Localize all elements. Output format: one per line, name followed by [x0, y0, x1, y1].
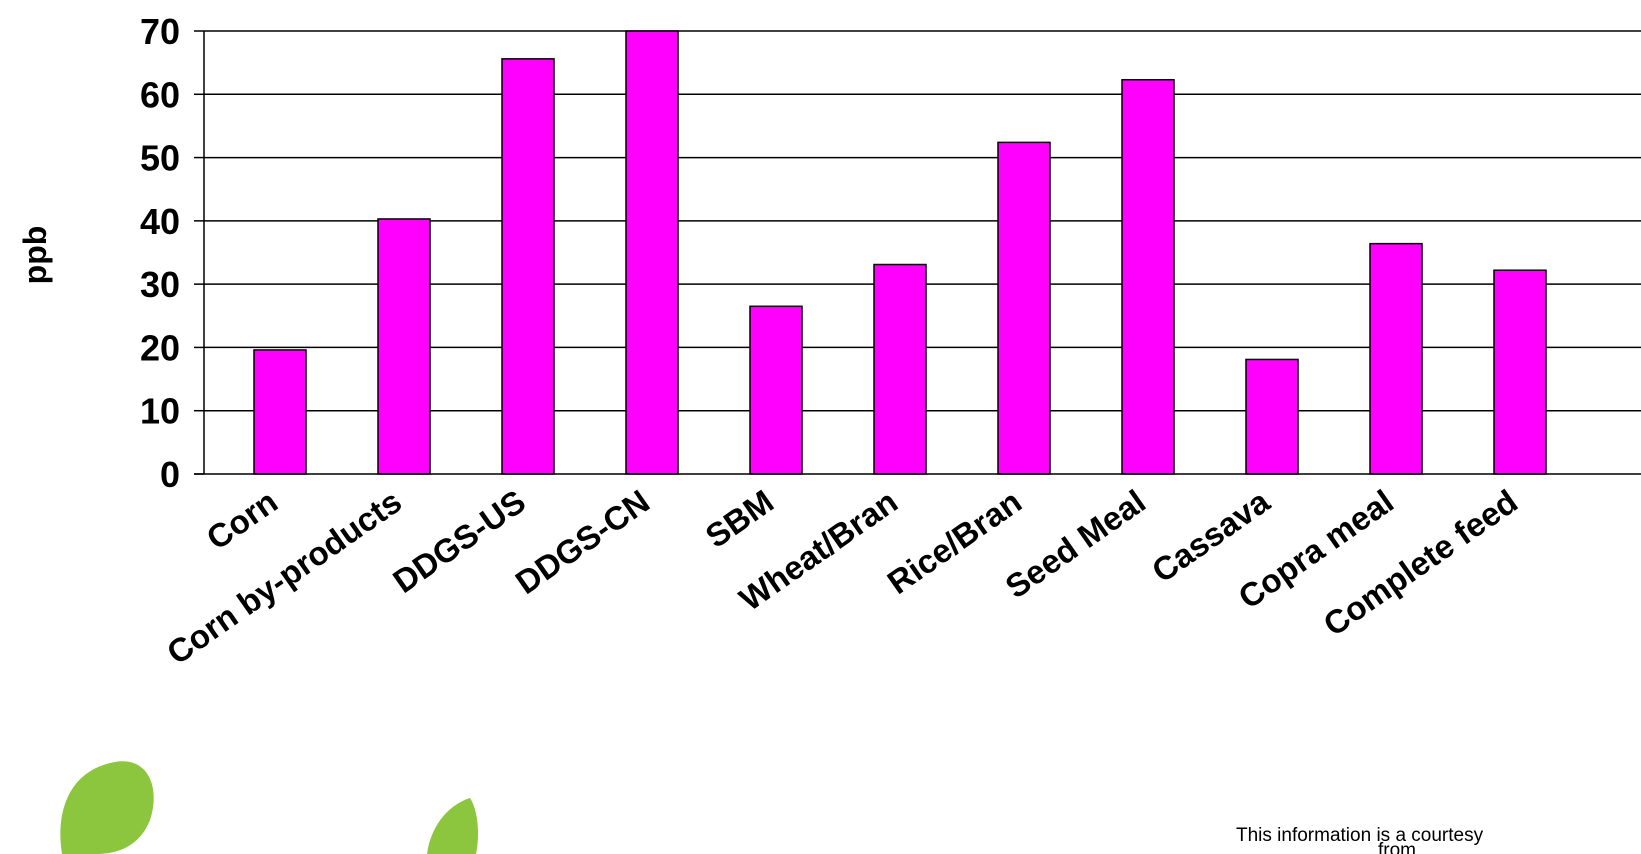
- x-category-label: Seed Meal: [999, 482, 1152, 605]
- leaf-shape-left: [60, 761, 154, 854]
- y-axis-title: ppb: [17, 226, 53, 285]
- bar-ddgs-cn: [625, 30, 679, 475]
- bar-copra-meal: [1369, 242, 1423, 475]
- x-category-label: DDGS-CN: [509, 482, 656, 601]
- y-tick-label: 40: [140, 201, 180, 242]
- bar-seed-meal: [1121, 78, 1175, 475]
- x-category-label: SBM: [699, 482, 780, 554]
- leaf-shape-right: [427, 798, 478, 854]
- leaf-decoration: [60, 761, 478, 854]
- y-tick-label: 0: [160, 454, 180, 495]
- x-category-label: Corn by-products: [160, 482, 408, 671]
- y-tick-labels: 0 10 20 30 40 50 60 70: [140, 11, 180, 495]
- y-tick-label: 70: [140, 11, 180, 52]
- y-tick-label: 30: [140, 264, 180, 305]
- y-tick-label: 60: [140, 74, 180, 115]
- courtesy-line-1: This information is a courtesy: [1236, 825, 1484, 846]
- y-tick-label: 50: [140, 138, 180, 179]
- x-category-label: Corn: [200, 482, 284, 556]
- bar-rice-bran: [997, 141, 1051, 475]
- x-category-label: DDGS-US: [386, 482, 532, 600]
- bar-wheat-bran: [873, 263, 927, 475]
- axes: [194, 31, 1641, 475]
- courtesy-line-2: from: [1378, 840, 1416, 854]
- bar-sbm: [749, 305, 803, 475]
- bar-cassava: [1245, 358, 1299, 475]
- bar-corn: [253, 349, 307, 475]
- bar-ddgs-us: [501, 58, 555, 475]
- y-tick-label: 20: [140, 327, 180, 368]
- bars: [253, 30, 1547, 475]
- y-tick-label: 10: [140, 391, 180, 432]
- bar-corn-by-products: [377, 218, 431, 475]
- bar-complete-feed: [1493, 269, 1547, 475]
